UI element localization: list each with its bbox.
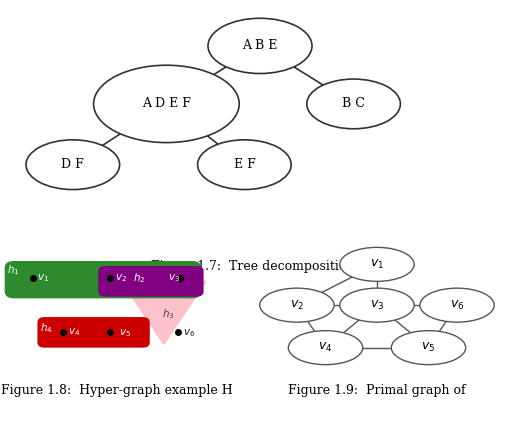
Text: D F: D F <box>61 158 84 171</box>
Ellipse shape <box>26 140 120 190</box>
Text: $v_1$: $v_1$ <box>37 272 49 284</box>
Text: $v_5$: $v_5$ <box>421 341 436 354</box>
Ellipse shape <box>340 247 414 281</box>
Text: $v_2$: $v_2$ <box>290 299 304 312</box>
Text: $h_3$: $h_3$ <box>162 307 175 320</box>
FancyBboxPatch shape <box>98 266 204 297</box>
Text: $v_3$: $v_3$ <box>168 272 180 284</box>
Text: A B E: A B E <box>242 40 278 52</box>
Text: $h_2$: $h_2$ <box>133 271 146 285</box>
Text: Figure 1.7:  Tree decomposition G: Figure 1.7: Tree decomposition G <box>151 261 369 273</box>
Text: $v_3$: $v_3$ <box>370 299 384 312</box>
Text: Figure 1.9:  Primal graph of: Figure 1.9: Primal graph of <box>288 384 466 397</box>
Text: $v_6$: $v_6$ <box>450 299 464 312</box>
Text: $v_6$: $v_6$ <box>183 327 195 339</box>
Text: $h_1$: $h_1$ <box>7 264 20 277</box>
Ellipse shape <box>208 18 312 74</box>
Text: $v_4$: $v_4$ <box>318 341 333 354</box>
Text: Figure 1.8:  Hyper-graph example H: Figure 1.8: Hyper-graph example H <box>1 384 233 397</box>
Ellipse shape <box>307 79 400 129</box>
Text: A D E F: A D E F <box>142 97 191 110</box>
Text: $v_5$: $v_5$ <box>120 327 132 339</box>
Text: $v_4$: $v_4$ <box>68 326 80 338</box>
Ellipse shape <box>392 331 466 365</box>
Ellipse shape <box>260 288 334 322</box>
FancyBboxPatch shape <box>5 261 201 298</box>
Text: $v_2$: $v_2$ <box>114 272 127 284</box>
Ellipse shape <box>420 288 495 322</box>
Text: E F: E F <box>233 158 255 171</box>
Ellipse shape <box>198 140 291 190</box>
Text: $h_4$: $h_4$ <box>40 321 53 335</box>
Ellipse shape <box>94 65 239 143</box>
FancyBboxPatch shape <box>37 317 150 348</box>
Ellipse shape <box>340 288 414 322</box>
Ellipse shape <box>288 331 363 365</box>
Text: $v_1$: $v_1$ <box>370 258 384 271</box>
Polygon shape <box>122 281 206 344</box>
Text: B C: B C <box>342 97 365 110</box>
